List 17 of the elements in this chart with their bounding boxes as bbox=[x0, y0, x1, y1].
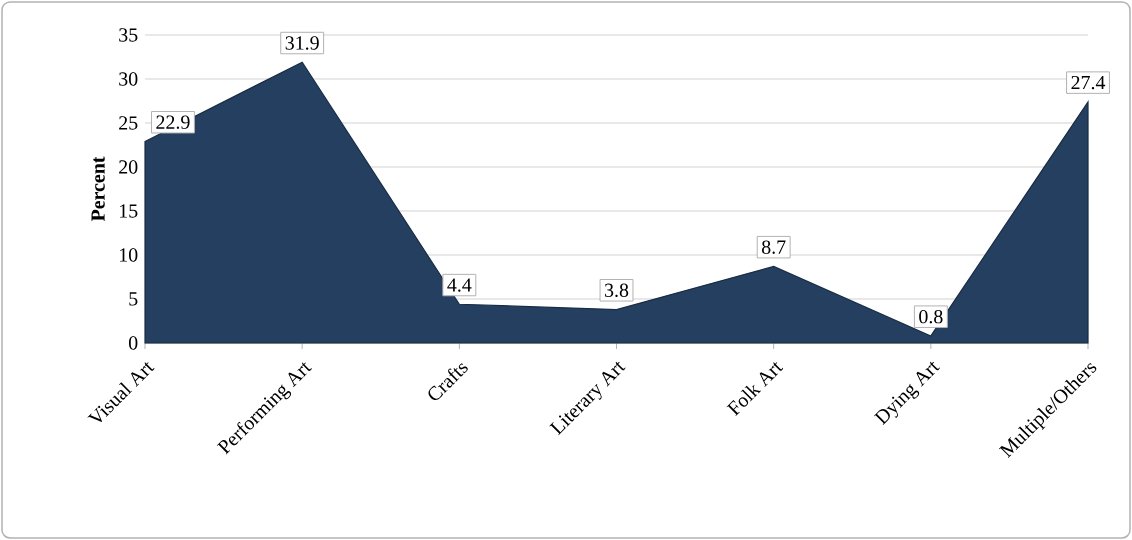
data-label: 0.8 bbox=[919, 309, 943, 324]
data-label: 22.9 bbox=[156, 115, 190, 129]
y-tick-label: 15 bbox=[119, 204, 138, 218]
data-label: 31.9 bbox=[285, 36, 319, 50]
y-tick-label: 0 bbox=[128, 336, 138, 350]
y-tick-label: 35 bbox=[119, 28, 138, 42]
x-tick-label: Folk Art bbox=[726, 362, 784, 417]
y-tick-label: 25 bbox=[119, 116, 138, 130]
data-label: 4.4 bbox=[447, 278, 472, 292]
y-tick-label: 20 bbox=[119, 160, 138, 174]
data-label: 27.4 bbox=[1071, 75, 1106, 90]
y-axis-title: Percent bbox=[91, 156, 105, 222]
y-tick-label: 30 bbox=[119, 72, 138, 86]
y-tick-label: 10 bbox=[119, 248, 138, 262]
data-label: 8.7 bbox=[761, 240, 786, 254]
data-label: 3.8 bbox=[605, 283, 629, 298]
y-tick-label: 5 bbox=[129, 292, 138, 306]
